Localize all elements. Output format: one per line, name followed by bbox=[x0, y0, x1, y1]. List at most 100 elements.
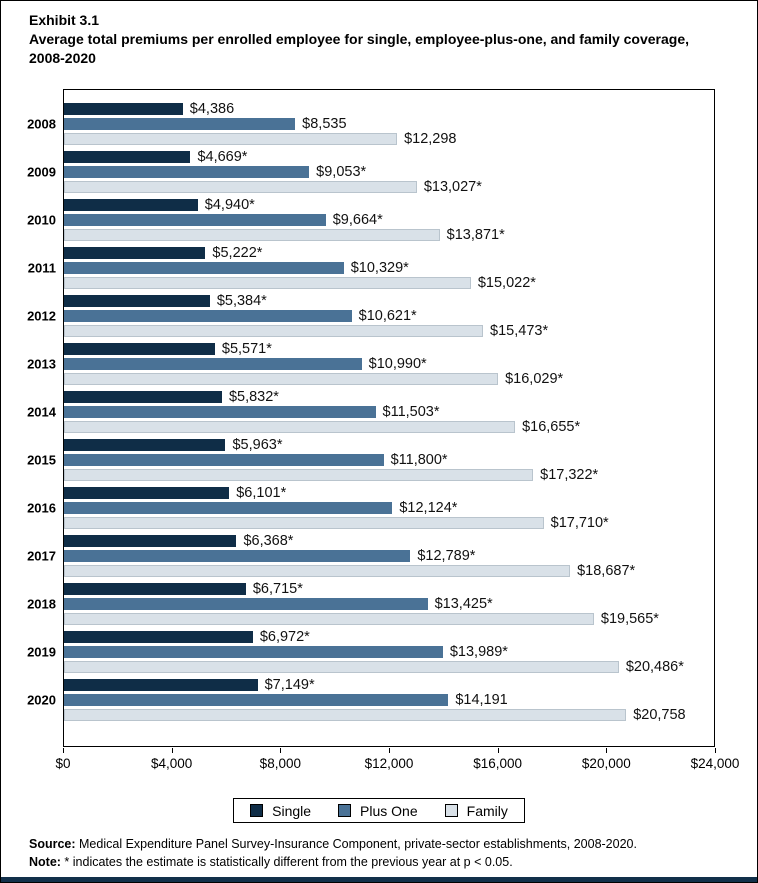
year-label: 2019 bbox=[27, 644, 56, 660]
plus-one-bar bbox=[64, 454, 384, 466]
single-swatch bbox=[250, 804, 264, 817]
plus-one-bar bbox=[64, 262, 344, 274]
family-bar bbox=[64, 661, 619, 673]
bar-value-label: $16,655* bbox=[522, 419, 581, 435]
year-label: 2015 bbox=[27, 452, 56, 468]
plus-one-bar bbox=[64, 502, 393, 514]
family-bar bbox=[64, 709, 627, 721]
bar-row: $5,384* bbox=[64, 293, 714, 309]
footnote: Note: * indicates the estimate is statis… bbox=[29, 853, 741, 871]
bar-value-label: $12,124* bbox=[399, 500, 458, 516]
x-tick-mark bbox=[715, 748, 716, 753]
bar-value-label: $12,298 bbox=[404, 131, 457, 147]
legend-row: Single Plus One Family bbox=[1, 798, 757, 823]
year-group-2020: 2020 $7,149* $14,191 $20,758 bbox=[27, 678, 714, 723]
year-group-2010: 2010 $4,940* $9,664* $13,871* bbox=[27, 198, 714, 243]
chart-header: Exhibit 3.1 Average total premiums per e… bbox=[29, 11, 721, 68]
bar-value-label: $10,621* bbox=[358, 308, 417, 324]
single-bar bbox=[64, 487, 230, 499]
bar-row: $20,486* bbox=[64, 660, 714, 674]
bar-row: $13,425* bbox=[64, 596, 714, 612]
bar-value-label: $14,191 bbox=[455, 692, 508, 708]
year-label: 2017 bbox=[27, 548, 56, 564]
exhibit-number: Exhibit 3.1 bbox=[29, 12, 100, 28]
single-bar bbox=[64, 631, 253, 643]
bar-value-label: $18,687* bbox=[577, 563, 636, 579]
year-group-2018: 2018 $6,715* $13,425* $19,565* bbox=[27, 581, 714, 627]
year-label: 2012 bbox=[27, 308, 56, 324]
year-label: 2014 bbox=[27, 404, 56, 420]
bar-value-label: $10,329* bbox=[350, 260, 409, 276]
family-bar bbox=[64, 181, 417, 193]
bar-value-label: $5,384* bbox=[216, 293, 267, 309]
bar-value-label: $15,022* bbox=[477, 275, 536, 291]
bar-value-label: $13,871* bbox=[446, 227, 505, 243]
family-bar bbox=[64, 469, 534, 481]
source-note: Source: Medical Expenditure Panel Survey… bbox=[29, 835, 741, 853]
bar-value-label: $11,503* bbox=[382, 404, 440, 420]
bar-value-label: $5,963* bbox=[232, 437, 283, 453]
x-tick-label: $16,000 bbox=[473, 756, 523, 771]
plus-one-swatch bbox=[338, 804, 352, 817]
bar-value-label: $10,990* bbox=[368, 356, 427, 372]
family-bar bbox=[64, 517, 544, 529]
bar-row: $10,990* bbox=[64, 356, 714, 372]
bar-value-label: $20,758 bbox=[633, 707, 686, 723]
bar-row: $4,386 bbox=[64, 102, 714, 116]
bar-row: $15,022* bbox=[64, 275, 714, 291]
x-tick-label: $8,000 bbox=[259, 756, 301, 771]
bar-value-label: $9,664* bbox=[332, 212, 383, 228]
legend-label: Single bbox=[272, 802, 312, 819]
bar-value-label: $8,535 bbox=[302, 116, 347, 132]
legend-label: Plus One bbox=[360, 802, 418, 819]
bar-row: $5,222* bbox=[64, 245, 714, 261]
bar-row: $12,298 bbox=[64, 131, 714, 147]
x-tick-label: $24,000 bbox=[690, 756, 740, 771]
year-label: 2009 bbox=[27, 164, 56, 180]
bar-row: $11,800* bbox=[64, 453, 714, 467]
bar-row: $6,715* bbox=[64, 581, 714, 597]
bar-row: $6,972* bbox=[64, 630, 714, 644]
x-tick-label: $12,000 bbox=[364, 756, 414, 771]
single-bar bbox=[64, 679, 258, 691]
family-swatch bbox=[444, 804, 458, 817]
single-bar bbox=[64, 535, 237, 547]
bar-chart-plot-area: 2008 $4,386 $8,535 $12,298 2009 $4,669* $9,053… bbox=[27, 89, 715, 747]
chart-legend: Single Plus One Family bbox=[233, 798, 525, 823]
bar-value-label: $13,989* bbox=[449, 644, 508, 660]
bar-row: $12,124* bbox=[64, 500, 714, 516]
bar-value-label: $13,425* bbox=[434, 596, 493, 612]
bar-value-label: $6,715* bbox=[252, 581, 303, 597]
single-bar bbox=[64, 199, 198, 211]
note-text: * indicates the estimate is statisticall… bbox=[60, 855, 513, 869]
bar-row: $17,710* bbox=[64, 516, 714, 530]
bar-value-label: $4,669* bbox=[197, 149, 248, 165]
bar-row: $16,655* bbox=[64, 419, 714, 435]
bar-row: $15,473* bbox=[64, 324, 714, 338]
bar-value-label: $6,101* bbox=[236, 485, 287, 501]
bar-row: $8,535 bbox=[64, 116, 714, 132]
bottom-accent-bar bbox=[1, 877, 757, 882]
single-bar bbox=[64, 151, 191, 163]
bar-value-label: $5,222* bbox=[212, 245, 263, 261]
bar-row: $9,664* bbox=[64, 212, 714, 228]
page-title: Average total premiums per enrolled empl… bbox=[29, 31, 690, 66]
bar-row: $13,871* bbox=[64, 227, 714, 243]
plus-one-bar bbox=[64, 694, 449, 706]
bar-row: $6,101* bbox=[64, 485, 714, 501]
family-bar bbox=[64, 133, 398, 145]
bar-row: $16,029* bbox=[64, 371, 714, 387]
family-bar bbox=[64, 229, 440, 241]
legend-item-plus-one: Plus One bbox=[338, 803, 418, 819]
year-group-2019: 2019 $6,972* $13,989* $20,486* bbox=[27, 630, 714, 675]
x-tick-mark bbox=[280, 748, 282, 753]
bar-value-label: $5,571* bbox=[221, 341, 272, 357]
single-bar bbox=[64, 343, 215, 355]
bar-value-label: $19,565* bbox=[600, 611, 659, 627]
note-label: Note: bbox=[29, 855, 61, 869]
year-label: 2008 bbox=[27, 116, 56, 132]
bar-row: $18,687* bbox=[64, 563, 714, 579]
bar-value-label: $16,029* bbox=[505, 371, 564, 387]
family-bar bbox=[64, 421, 516, 433]
